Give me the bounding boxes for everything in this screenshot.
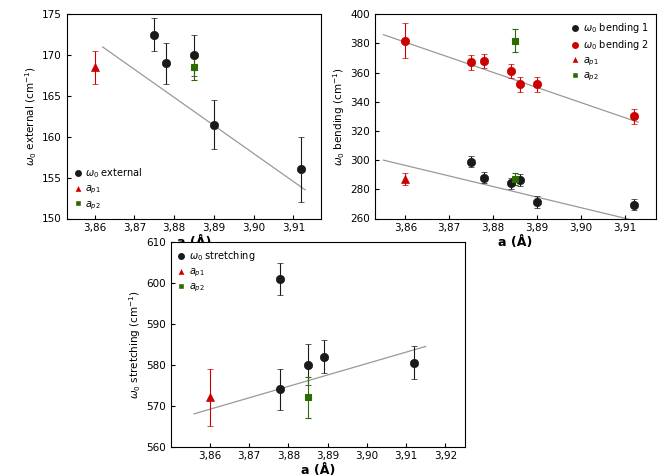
Legend: $\omega_0$ stretching, $a_{p1}$, $a_{p2}$: $\omega_0$ stretching, $a_{p1}$, $a_{p2}… — [175, 247, 258, 296]
Legend: $\omega_0$ external, $a_{p1}$, $a_{p2}$: $\omega_0$ external, $a_{p1}$, $a_{p2}$ — [72, 164, 145, 214]
Y-axis label: $\omega_0$ bending (cm$^{-1}$): $\omega_0$ bending (cm$^{-1}$) — [331, 67, 347, 166]
X-axis label: a (Å): a (Å) — [300, 464, 335, 475]
Legend: $\omega_0$ bending 1, $\omega_0$ bending 2, $a_{p1}$, $a_{p2}$: $\omega_0$ bending 1, $\omega_0$ bending… — [569, 19, 651, 86]
X-axis label: a (Å): a (Å) — [498, 236, 533, 249]
X-axis label: a (Å): a (Å) — [177, 236, 211, 249]
Y-axis label: $\omega_0$ stretching (cm$^{-1}$): $\omega_0$ stretching (cm$^{-1}$) — [127, 290, 143, 399]
Y-axis label: $\omega_0$ external (cm$^{-1}$): $\omega_0$ external (cm$^{-1}$) — [24, 66, 39, 166]
